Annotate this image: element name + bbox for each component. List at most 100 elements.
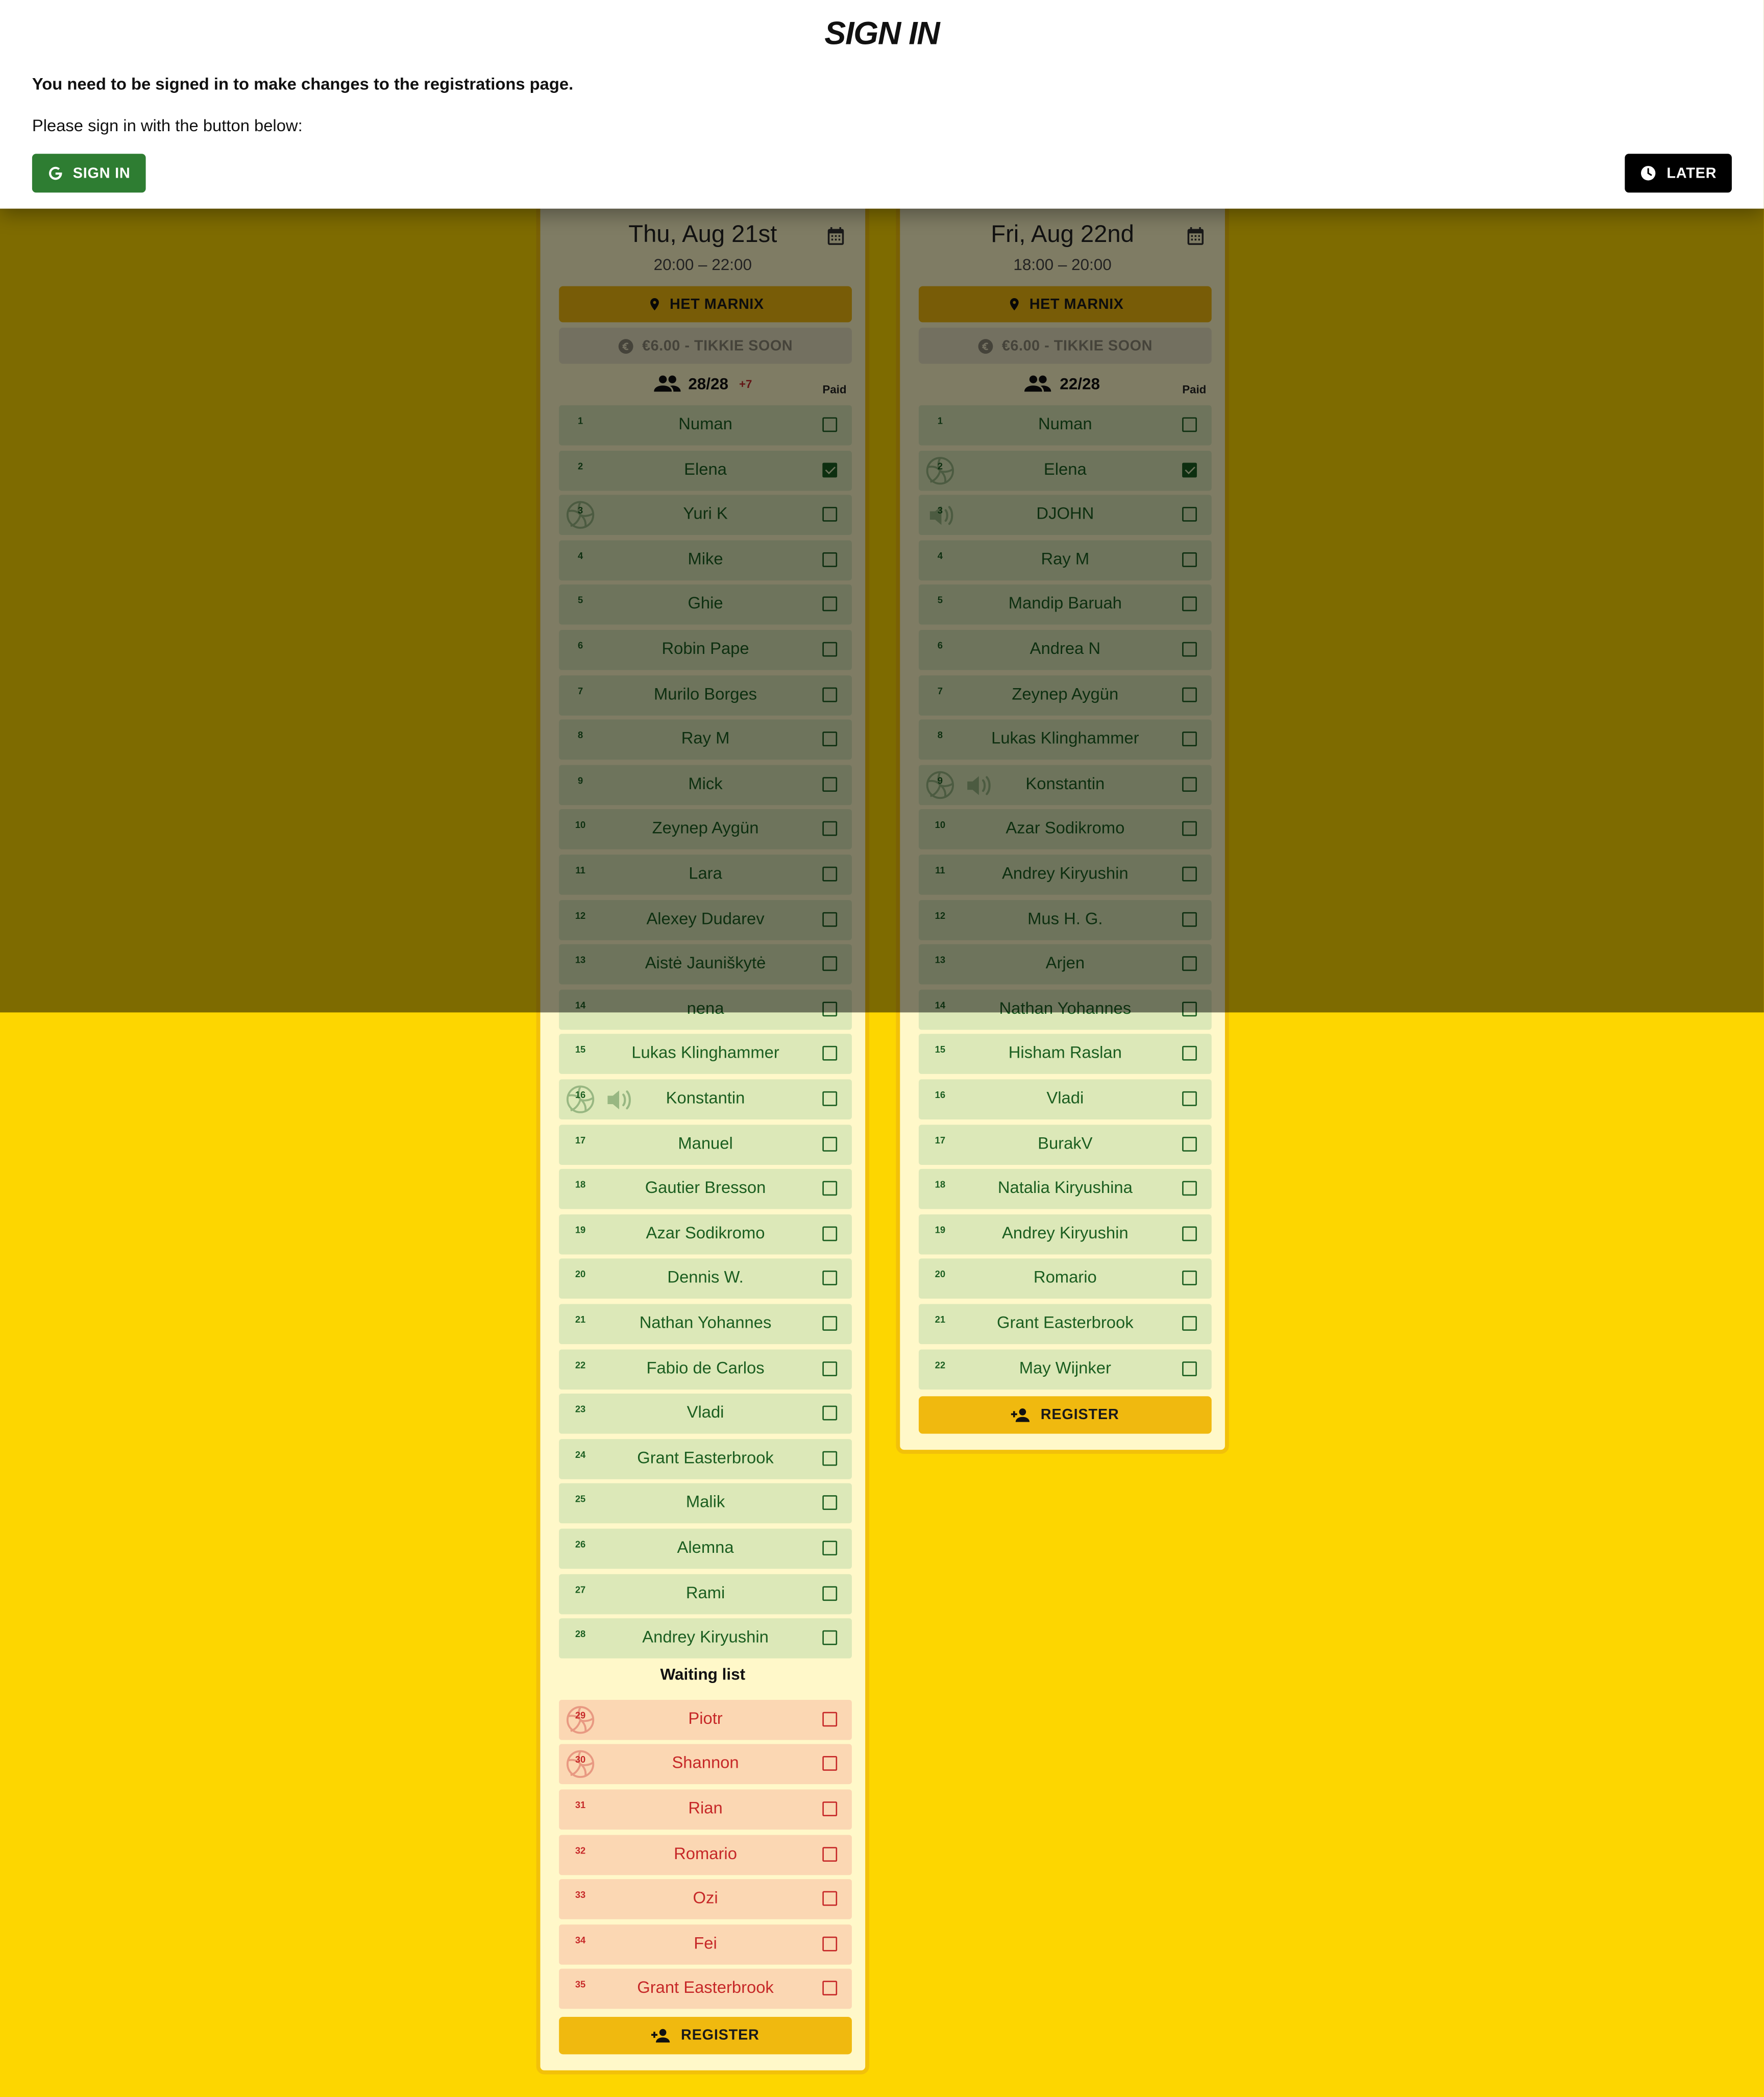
- player-number: 18: [935, 1181, 946, 1191]
- player-name: Fei: [694, 1933, 717, 1953]
- waiting-list-row[interactable]: 33 Ozi: [559, 1879, 852, 1920]
- waiting-list-row[interactable]: 31 Rian: [559, 1789, 852, 1830]
- player-row[interactable]: 21 Grant Easterbrook: [918, 1304, 1212, 1345]
- player-number: 23: [575, 1406, 586, 1416]
- paid-checkbox[interactable]: [1182, 1361, 1197, 1376]
- player-name: Konstantin: [666, 1088, 745, 1108]
- player-row[interactable]: 22 May Wijnker: [918, 1349, 1212, 1389]
- paid-checkbox[interactable]: [822, 1891, 838, 1906]
- player-row[interactable]: 23 Vladi: [559, 1394, 852, 1434]
- player-row[interactable]: 19 Azar Sodikromo: [559, 1214, 852, 1255]
- ball-icon: [566, 1750, 595, 1779]
- register-button[interactable]: REGISTER: [559, 2016, 852, 2055]
- player-row[interactable]: 27 Rami: [559, 1573, 852, 1614]
- paid-checkbox[interactable]: [1182, 1181, 1197, 1196]
- player-number: 21: [935, 1316, 946, 1326]
- paid-checkbox[interactable]: [1182, 1226, 1197, 1241]
- paid-checkbox[interactable]: [822, 1136, 838, 1151]
- dialog-message: You need to be signed in to make changes…: [32, 75, 574, 94]
- waiting-list-row[interactable]: 34 Fei: [559, 1924, 852, 1965]
- sign-in-dialog: SIGN IN You need to be signed in to make…: [0, 0, 1764, 209]
- player-row[interactable]: 17 BurakV: [918, 1124, 1212, 1164]
- player-row[interactable]: 20 Dennis W.: [559, 1259, 852, 1300]
- player-name: Vladi: [1046, 1088, 1084, 1108]
- player-name: Alemna: [677, 1538, 734, 1557]
- paid-checkbox[interactable]: [822, 1091, 838, 1106]
- player-row[interactable]: 20 Romario: [918, 1259, 1212, 1300]
- player-row[interactable]: 17 Manuel: [559, 1124, 852, 1164]
- player-row[interactable]: 15 Hisham Raslan: [918, 1034, 1212, 1075]
- paid-checkbox[interactable]: [822, 1630, 838, 1646]
- player-number: 19: [575, 1226, 586, 1236]
- player-row[interactable]: 25 Malik: [559, 1483, 852, 1524]
- paid-checkbox[interactable]: [822, 1271, 838, 1286]
- player-row[interactable]: 22 Fabio de Carlos: [559, 1349, 852, 1389]
- register-button[interactable]: REGISTER: [918, 1396, 1212, 1434]
- sign-in-label: SIGN IN: [72, 165, 131, 182]
- paid-checkbox[interactable]: [822, 1586, 838, 1601]
- paid-checkbox[interactable]: [822, 1541, 838, 1556]
- player-number: 25: [575, 1496, 586, 1505]
- dialog-instruction: Please sign in with the button below:: [32, 116, 303, 135]
- paid-checkbox[interactable]: [822, 1846, 838, 1861]
- player-number: 17: [575, 1136, 586, 1146]
- player-name: Rami: [685, 1583, 725, 1602]
- player-row[interactable]: 26 Alemna: [559, 1528, 852, 1569]
- paid-checkbox[interactable]: [1182, 1316, 1197, 1331]
- player-number: 32: [575, 1846, 586, 1856]
- paid-checkbox[interactable]: [822, 1181, 838, 1196]
- paid-checkbox[interactable]: [822, 1226, 838, 1241]
- player-name: Azar Sodikromo: [646, 1223, 765, 1242]
- paid-checkbox[interactable]: [822, 1757, 838, 1771]
- player-number: 20: [935, 1271, 946, 1281]
- waiting-list-row[interactable]: 35 Grant Easterbrook: [559, 1969, 852, 2010]
- player-number: 18: [575, 1181, 586, 1191]
- paid-checkbox[interactable]: [1182, 1271, 1197, 1286]
- player-number: 29: [575, 1712, 586, 1721]
- waiting-list-row[interactable]: 30 Shannon: [559, 1744, 852, 1785]
- add-person-icon: [651, 2029, 670, 2043]
- player-number: 22: [575, 1361, 586, 1371]
- player-name: Dennis W.: [667, 1268, 744, 1287]
- paid-checkbox[interactable]: [822, 1936, 838, 1952]
- paid-checkbox[interactable]: [1182, 1136, 1197, 1151]
- sign-in-button[interactable]: SIGN IN: [32, 154, 146, 193]
- google-icon: [50, 166, 63, 180]
- paid-checkbox[interactable]: [822, 1316, 838, 1331]
- player-name: Hisham Raslan: [1008, 1043, 1122, 1063]
- paid-checkbox[interactable]: [822, 1981, 838, 1996]
- player-number: 16: [935, 1091, 946, 1101]
- paid-checkbox[interactable]: [822, 1496, 838, 1511]
- player-name: Shannon: [672, 1753, 739, 1773]
- player-row[interactable]: 15 Lukas Klinghammer: [559, 1034, 852, 1075]
- player-number: 34: [575, 1936, 586, 1946]
- player-number: 30: [575, 1757, 586, 1766]
- paid-checkbox[interactable]: [822, 1406, 838, 1421]
- player-row[interactable]: 19 Andrey Kiryushin: [918, 1214, 1212, 1255]
- waiting-list-row[interactable]: 29 Piotr: [559, 1699, 852, 1740]
- player-number: 35: [575, 1981, 586, 1991]
- player-row[interactable]: 16 Vladi: [918, 1079, 1212, 1119]
- player-number: 28: [575, 1630, 586, 1640]
- player-row[interactable]: 28 Andrey Kiryushin: [559, 1618, 852, 1659]
- player-row[interactable]: 16 Konstantin: [559, 1079, 852, 1119]
- waiting-list-row[interactable]: 32 Romario: [559, 1834, 852, 1875]
- paid-checkbox[interactable]: [822, 1046, 838, 1061]
- player-name: Rian: [688, 1798, 723, 1818]
- player-row[interactable]: 18 Gautier Bresson: [559, 1169, 852, 1209]
- player-name: Natalia Kiryushina: [997, 1178, 1133, 1198]
- player-row[interactable]: 18 Natalia Kiryushina: [918, 1169, 1212, 1209]
- paid-checkbox[interactable]: [822, 1451, 838, 1466]
- player-row[interactable]: 24 Grant Easterbrook: [559, 1438, 852, 1479]
- paid-checkbox[interactable]: [822, 1801, 838, 1816]
- player-row[interactable]: 21 Nathan Yohannes: [559, 1304, 852, 1345]
- paid-checkbox[interactable]: [1182, 1091, 1197, 1106]
- player-name: Grant Easterbrook: [997, 1313, 1134, 1332]
- player-number: 22: [935, 1361, 946, 1371]
- player-number: 21: [575, 1316, 586, 1326]
- later-button[interactable]: LATER: [1625, 154, 1732, 193]
- paid-checkbox[interactable]: [1182, 1046, 1197, 1061]
- paid-checkbox[interactable]: [822, 1361, 838, 1376]
- paid-checkbox[interactable]: [822, 1712, 838, 1726]
